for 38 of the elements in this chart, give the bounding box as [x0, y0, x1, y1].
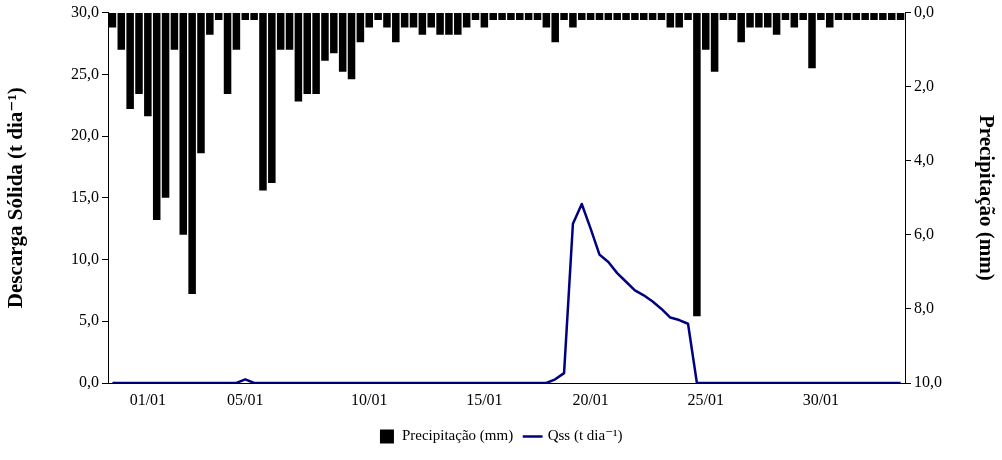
bar	[834, 13, 843, 21]
y-axis-title: Descarga Sólida (t dia⁻¹)	[3, 87, 28, 309]
bar	[657, 13, 666, 21]
y2-tick-label: 4,0	[914, 150, 934, 168]
y2-axis-title: Precipitação (mm)	[974, 114, 999, 281]
y-tick-label: 25,0	[71, 64, 99, 82]
x-tick-label: 05/01	[227, 390, 264, 408]
x-tick-label: 25/01	[687, 390, 724, 408]
bar	[223, 13, 232, 95]
y-tick-label: 15,0	[71, 188, 99, 205]
y2-tick-label: 10,0	[914, 373, 942, 391]
bar	[347, 13, 356, 80]
legend-label: Qss (t dia⁻¹)	[547, 427, 623, 445]
bar	[170, 13, 179, 50]
y2-tick-label: 0,0	[914, 2, 934, 20]
y-tick-label: 0,0	[79, 373, 99, 391]
x-tick-label: 30/01	[802, 390, 840, 408]
y2-tick-label: 2,0	[914, 76, 934, 94]
bar	[533, 13, 542, 21]
bar	[843, 13, 852, 21]
y-tick-label: 5,0	[79, 311, 99, 329]
bar	[471, 13, 480, 21]
bar	[781, 13, 790, 21]
x-tick-label: 20/01	[572, 390, 609, 408]
legend-label: Precipitação (mm)	[401, 427, 514, 445]
x-tick-label: 01/01	[129, 390, 167, 408]
y-tick-label: 30,0	[71, 2, 99, 20]
bar	[409, 13, 418, 28]
x-tick-label: 10/01	[351, 390, 388, 408]
bar	[719, 13, 728, 21]
bar	[595, 13, 604, 21]
bar	[285, 13, 294, 50]
y2-tick-label: 8,0	[914, 299, 934, 317]
x-tick-label: 15/01	[466, 390, 503, 408]
bar	[161, 13, 170, 198]
y2-tick-label: 6,0	[914, 225, 934, 243]
y-tick-label: 10,0	[71, 249, 99, 267]
y-tick-label: 20,0	[71, 126, 99, 144]
